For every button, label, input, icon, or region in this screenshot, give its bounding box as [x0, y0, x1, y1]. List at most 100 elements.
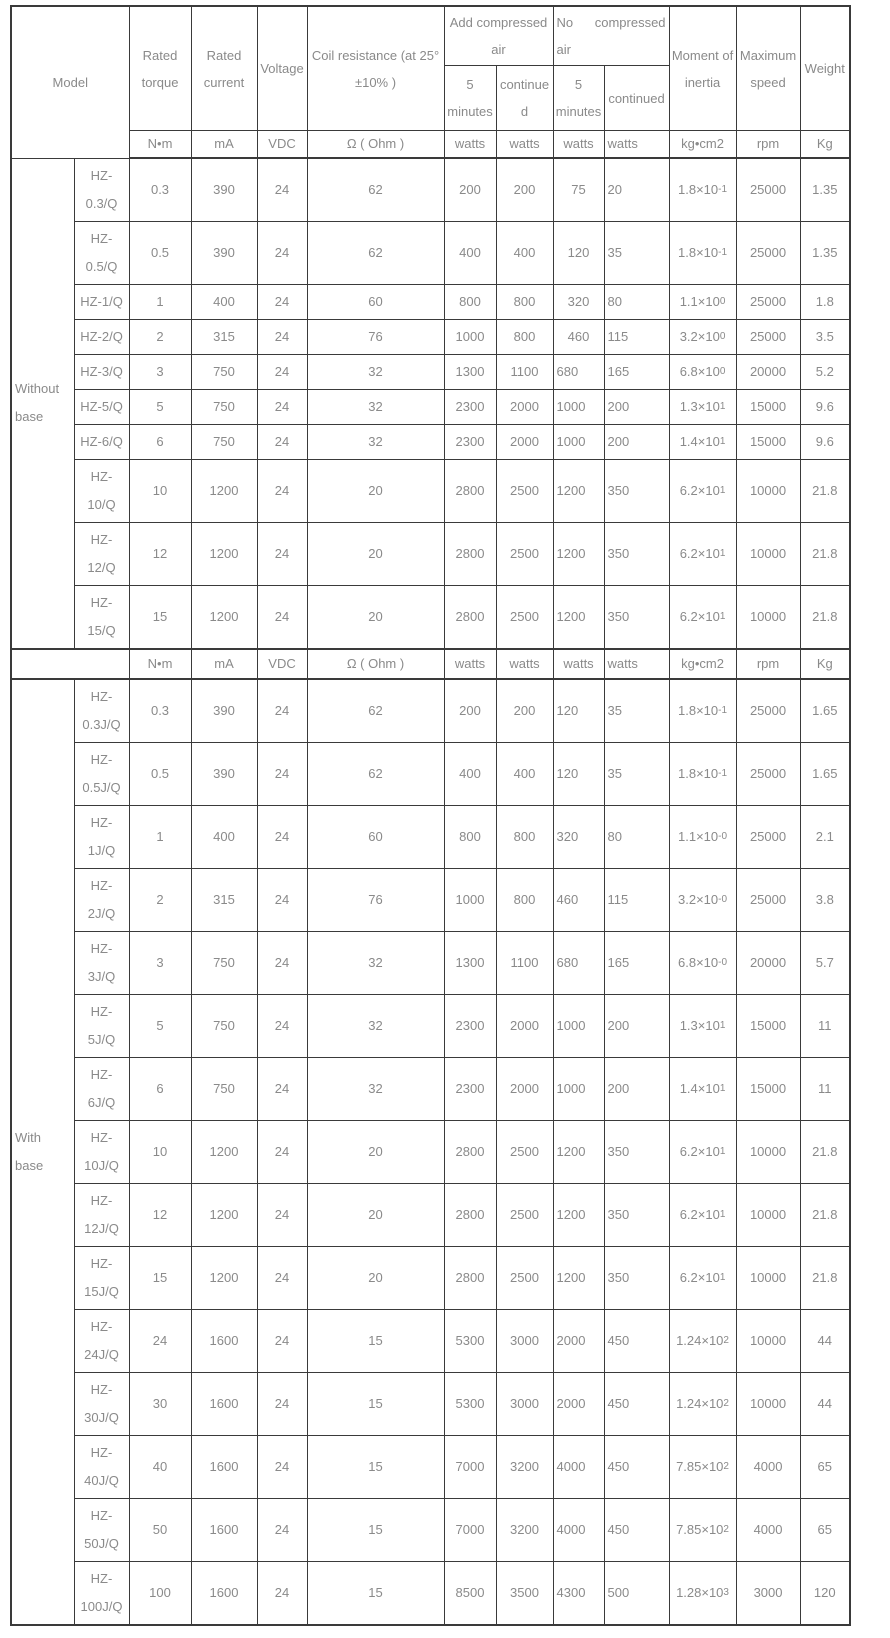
cell-speed: 10000: [735, 458, 801, 523]
cell-weight: 9.6: [799, 388, 851, 425]
cell-w1: 2800: [443, 521, 497, 586]
moment-mantissa: 1.24×10: [676, 1395, 724, 1411]
moment-mantissa: 1.3×10: [679, 398, 720, 414]
cell-w4: 450: [603, 1371, 670, 1436]
cell-w3: 2000: [552, 1308, 605, 1373]
cell-voltage: 24: [256, 1497, 308, 1562]
header-rated-torque: Rated torque: [128, 5, 192, 131]
cell-weight: 1.65: [799, 741, 851, 806]
cell-coil: 15: [306, 1434, 445, 1499]
cell-weight: 65: [799, 1434, 851, 1499]
cell-torque: 50: [128, 1497, 192, 1562]
cell-weight: 21.8: [799, 1245, 851, 1310]
moment-exponent: 0: [719, 330, 726, 342]
cell-w2: 3200: [495, 1434, 554, 1499]
cell-model: HZ-0.5J/Q: [73, 741, 130, 806]
moment-exponent: 0: [719, 365, 726, 377]
header-add-continued: continued: [495, 65, 554, 131]
cell-w4: 350: [603, 458, 670, 523]
cell-w1: 1300: [443, 930, 497, 995]
cell-w3: 1200: [552, 1119, 605, 1184]
section-with-base: With base HZ-0.3J/Q 0.3 390 24 62 200 200 120 35 1…: [10, 678, 851, 1625]
cell-speed: 15000: [735, 993, 801, 1058]
cell-moment: 6.2×101: [668, 521, 737, 586]
cell-w2: 2000: [495, 388, 554, 425]
header-coil-resistance: Coil resistance (at 25°±10% ): [306, 5, 445, 131]
cell-voltage: 24: [256, 741, 308, 806]
cell-coil: 62: [306, 741, 445, 806]
cell-model: HZ-0.5/Q: [73, 220, 130, 285]
cell-moment: 6.8×10-0: [668, 930, 737, 995]
moment-exponent: 1: [719, 610, 726, 622]
cell-model: HZ-5/Q: [73, 388, 130, 425]
unit-watts-2: watts: [495, 647, 554, 680]
cell-weight: 5.7: [799, 930, 851, 995]
cell-w4: 350: [603, 1245, 670, 1310]
moment-exponent: 0: [719, 295, 726, 307]
cell-moment: 3.2×100: [668, 318, 737, 355]
unit-watts-4: watts: [603, 647, 670, 680]
cell-model: HZ-100J/Q: [73, 1560, 130, 1625]
cell-speed: 10000: [735, 1119, 801, 1184]
cell-w3: 680: [552, 353, 605, 390]
table-row: HZ-12/Q 12 1200 24 20 2800 2500 1200 350 6.2×101 1…: [11, 521, 851, 586]
cell-w3: 1200: [552, 1182, 605, 1247]
cell-coil: 15: [306, 1497, 445, 1562]
cell-w3: 120: [552, 678, 605, 743]
cell-w3: 320: [552, 804, 605, 869]
cell-w1: 400: [443, 220, 497, 285]
cell-voltage: 24: [256, 1182, 308, 1247]
cell-speed: 25000: [735, 157, 801, 222]
header-rated-current: Rated current: [190, 5, 258, 131]
moment-exponent: -1: [718, 183, 728, 195]
unit-moment: kg•cm2: [668, 130, 737, 159]
cell-coil: 20: [306, 1119, 445, 1184]
cell-torque: 15: [128, 584, 192, 649]
cell-weight: 65: [799, 1497, 851, 1562]
cell-torque: 5: [128, 388, 192, 425]
cell-weight: 9.6: [799, 423, 851, 460]
cell-w4: 350: [603, 1119, 670, 1184]
moment-mantissa: 1.1×10: [679, 293, 720, 309]
table-row: HZ-15J/Q 15 1200 24 20 2800 2500 1200 350 6.2×101…: [11, 1245, 851, 1310]
cell-w4: 115: [603, 867, 670, 932]
cell-w1: 400: [443, 741, 497, 806]
cell-model: HZ-24J/Q: [73, 1308, 130, 1373]
table-row: HZ-15/Q 15 1200 24 20 2800 2500 1200 350 6.2×101 1…: [11, 584, 851, 649]
cell-current: 1200: [190, 1245, 258, 1310]
cell-w4: 450: [603, 1497, 670, 1562]
cell-torque: 40: [128, 1434, 192, 1499]
cell-w3: 4000: [552, 1434, 605, 1499]
cell-weight: 21.8: [799, 584, 851, 649]
cell-torque: 30: [128, 1371, 192, 1436]
cell-current: 750: [190, 388, 258, 425]
cell-torque: 10: [128, 1119, 192, 1184]
cell-current: 1200: [190, 584, 258, 649]
cell-torque: 10: [128, 458, 192, 523]
unit-watts-2: watts: [495, 130, 554, 159]
table-row: HZ-40J/Q 40 1600 24 15 7000 3200 4000 450 7.85×10…: [11, 1434, 851, 1499]
cell-weight: 1.65: [799, 678, 851, 743]
table-row: HZ-6/Q 6 750 24 32 2300 2000 1000 200 1.4×101 1500…: [11, 423, 851, 460]
moment-mantissa: 1.24×10: [676, 1332, 724, 1348]
cell-w1: 8500: [443, 1560, 497, 1625]
cell-speed: 10000: [735, 521, 801, 586]
cell-model: HZ-1J/Q: [73, 804, 130, 869]
cell-model: HZ-15/Q: [73, 584, 130, 649]
moment-mantissa: 6.2×10: [679, 1143, 720, 1159]
cell-current: 390: [190, 220, 258, 285]
cell-w2: 3500: [495, 1560, 554, 1625]
cell-w3: 1200: [552, 1245, 605, 1310]
cell-coil: 20: [306, 1245, 445, 1310]
cell-w1: 2300: [443, 423, 497, 460]
cell-current: 1600: [190, 1434, 258, 1499]
cell-model: HZ-30J/Q: [73, 1371, 130, 1436]
cell-moment: 1.24×102: [668, 1371, 737, 1436]
moment-mantissa: 3.2×10: [678, 891, 719, 907]
cell-torque: 2: [128, 318, 192, 355]
cell-w2: 2500: [495, 1182, 554, 1247]
moment-exponent: -1: [718, 246, 728, 258]
cell-torque: 3: [128, 353, 192, 390]
cell-model: HZ-6/Q: [73, 423, 130, 460]
cell-moment: 1.28×103: [668, 1560, 737, 1625]
